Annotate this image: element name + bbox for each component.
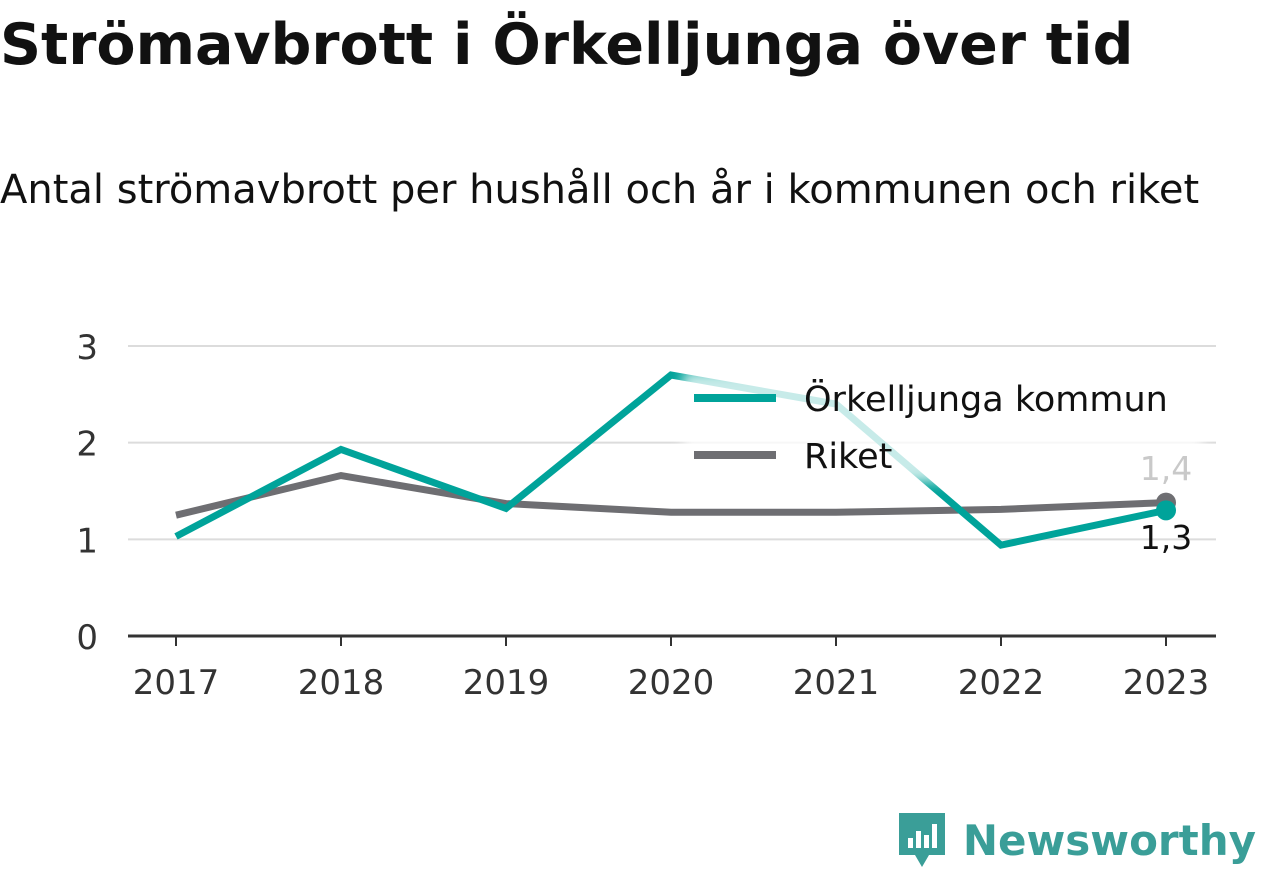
data-point (998, 506, 1004, 512)
x-tick-label: 2022 (958, 663, 1045, 703)
data-point (668, 509, 674, 515)
newsworthy-logo: Newsworthy (897, 811, 1256, 869)
x-tick-label: 2023 (1123, 663, 1210, 703)
x-tick-label: 2021 (793, 663, 880, 703)
data-point (338, 473, 344, 479)
chart-subtitle: Antal strömavbrott per hushåll och år i … (0, 167, 1200, 213)
data-point (173, 512, 179, 518)
data-point (998, 542, 1004, 548)
y-tick-label: 0 (76, 618, 98, 658)
data-point (503, 505, 509, 511)
end-labels: 1,4 1,3 (1140, 449, 1192, 557)
series-line-1 (175, 471, 1167, 519)
x-tick-label: 2019 (463, 663, 550, 703)
brand-name: Newsworthy (962, 815, 1256, 865)
end-label-orkelljunga: 1,3 (1140, 518, 1192, 557)
x-tick-label: 2017 (133, 663, 220, 703)
x-axis: 2017 2018 2019 2020 2021 2022 2023 (128, 634, 1216, 703)
legend-background (683, 372, 1203, 482)
end-marker (1156, 500, 1176, 521)
y-tick-label: 3 (76, 328, 98, 368)
legend-label: Örkelljunga kommun (804, 378, 1168, 420)
y-tick-label: 1 (76, 521, 98, 561)
end-label-riket: 1,4 (1140, 449, 1192, 488)
data-point (338, 446, 344, 452)
newsworthy-logo-icon (898, 813, 945, 867)
data-point (833, 509, 839, 515)
x-tick-label: 2020 (628, 663, 715, 703)
y-axis-ticks: 0 1 2 3 (76, 328, 98, 658)
data-point (173, 533, 179, 539)
legend: Örkelljunga kommun Riket (694, 378, 1168, 477)
legend-label: Riket (804, 437, 892, 477)
x-tick-label: 2018 (298, 663, 385, 703)
series-line-0 (174, 371, 1167, 549)
chart-title: Strömavbrott i Örkelljunga över tid (0, 12, 1134, 78)
data-point (668, 372, 674, 378)
y-tick-label: 2 (76, 425, 98, 465)
series-lines (173, 371, 1176, 549)
